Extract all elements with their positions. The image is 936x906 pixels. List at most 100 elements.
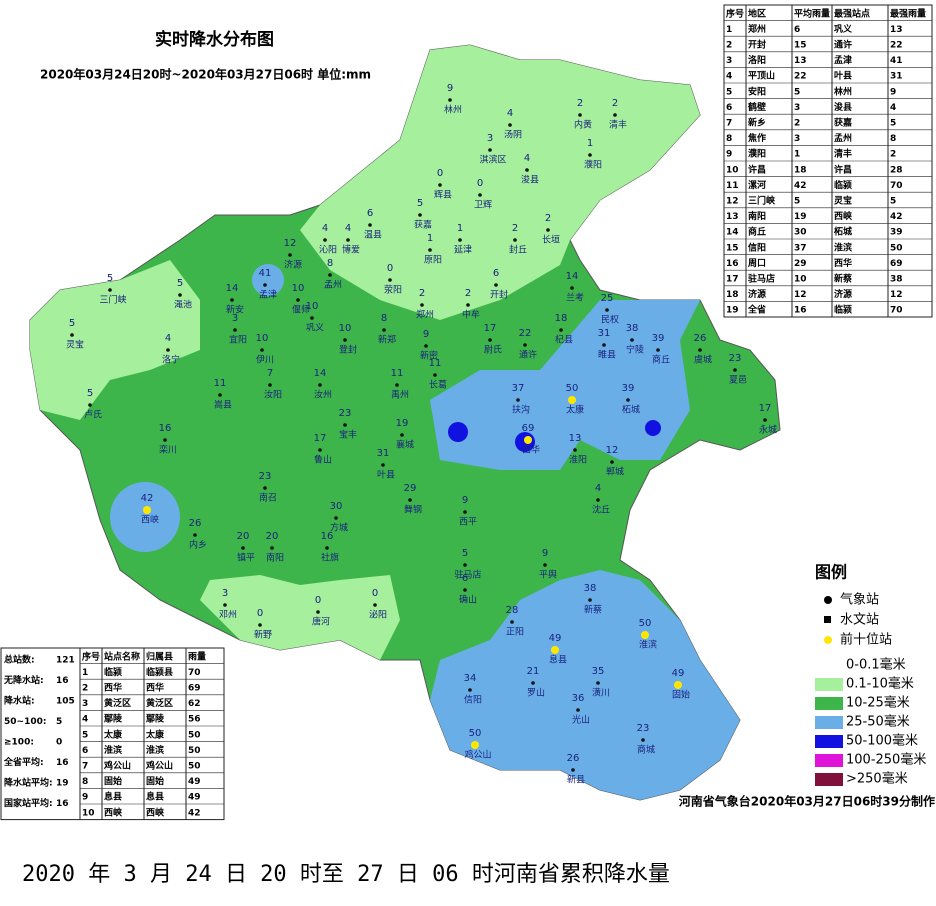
station-name: 虞城 xyxy=(694,354,712,366)
station-dot xyxy=(510,620,514,624)
station-value: 2 xyxy=(419,288,425,299)
station-dot xyxy=(610,460,614,464)
station-value: 39 xyxy=(622,383,635,394)
station-dot xyxy=(373,603,377,607)
legend-swatch xyxy=(815,716,843,729)
table-cell: 9 xyxy=(82,793,88,803)
table-cell: 19 xyxy=(794,212,807,222)
legend-label: >250毫米 xyxy=(846,771,908,787)
legend-label: 50-100毫米 xyxy=(846,733,918,749)
station-dot xyxy=(334,516,338,520)
table-cell: 济源 xyxy=(748,288,766,300)
station-name: 宝丰 xyxy=(339,429,357,441)
station-value: 10 xyxy=(256,333,269,344)
station-dot xyxy=(488,338,492,342)
station-name: 汝阳 xyxy=(264,389,282,401)
station-dot xyxy=(395,383,399,387)
station-value: 5 xyxy=(87,388,93,399)
station-dot xyxy=(523,343,527,347)
table-cell: 38 xyxy=(890,275,903,285)
station-value: 23 xyxy=(259,471,272,482)
station-value: 3 xyxy=(222,588,228,599)
station-value: 4 xyxy=(322,223,328,234)
station-value: 38 xyxy=(626,323,639,334)
station-dot xyxy=(543,563,547,567)
table-cell: 2 xyxy=(82,684,88,694)
table-cell: 8 xyxy=(890,134,896,144)
legend-swatch xyxy=(815,697,843,710)
station-dot xyxy=(488,148,492,152)
station-value: 9 xyxy=(462,495,468,506)
table-cell: 开封 xyxy=(748,39,766,51)
table-cell: 30 xyxy=(794,228,807,238)
table-cell: 南阳 xyxy=(748,210,766,222)
table-cell: 8 xyxy=(82,777,88,787)
station-name: 叶县 xyxy=(377,470,395,481)
table-cell: 淮滨 xyxy=(104,744,122,756)
table-cell: 7 xyxy=(726,119,732,129)
station-name: 信阳 xyxy=(464,694,482,706)
station-name: 辉县 xyxy=(434,190,452,201)
station-name: 泌阳 xyxy=(369,609,387,621)
station-dot xyxy=(343,423,347,427)
station-value: 1 xyxy=(427,233,433,244)
station-dot xyxy=(400,433,404,437)
stat-label: 无降水站: xyxy=(3,674,44,686)
station-dot xyxy=(605,308,609,312)
station-name: 通许 xyxy=(519,349,537,361)
table-cell: 太康 xyxy=(145,728,165,740)
station-dot xyxy=(408,498,412,502)
station-dot xyxy=(596,498,600,502)
legend-swatch xyxy=(815,678,843,691)
station-value: 0 xyxy=(257,608,263,619)
station-name: 孟州 xyxy=(324,280,342,291)
stat-value: 16 xyxy=(56,799,69,809)
stat-value: 19 xyxy=(56,779,69,789)
table-cell: 10 xyxy=(726,165,739,175)
station-name: 驻马店 xyxy=(454,569,481,581)
table-cell: 通许 xyxy=(834,39,852,51)
station-value: 29 xyxy=(404,483,417,494)
legend-title: 图例 xyxy=(815,563,847,582)
legend-swatch xyxy=(815,659,843,672)
table-cell: 焦作 xyxy=(747,132,766,144)
table-cell: 漯河 xyxy=(748,179,766,191)
map-subtitle: 2020年03月24日20时~2020年03月27日06时 单位:mm xyxy=(40,67,371,82)
table-cell: 11 xyxy=(726,181,739,191)
station-value: 2 xyxy=(612,98,618,109)
station-name: 禹州 xyxy=(391,389,409,401)
table-cell: 17 xyxy=(726,275,739,285)
station-value: 28 xyxy=(506,605,519,616)
top-station-dot xyxy=(641,631,649,639)
table-cell: 13 xyxy=(726,212,739,222)
table-cell: 6 xyxy=(726,103,732,113)
table-cell: 19 xyxy=(726,306,739,316)
table-cell: 3 xyxy=(82,699,88,709)
table-cell: 安阳 xyxy=(748,85,766,97)
station-dot xyxy=(513,238,517,242)
stat-value: 5 xyxy=(56,717,62,727)
station-name: 开封 xyxy=(490,289,508,301)
station-dot xyxy=(381,463,385,467)
station-dot xyxy=(478,193,482,197)
station-name: 鲁山 xyxy=(314,454,332,466)
station-value: 10 xyxy=(306,301,319,312)
station-dot xyxy=(325,546,329,550)
table-cell: 1 xyxy=(726,25,732,35)
station-dot xyxy=(318,448,322,452)
station-name: 灵宝 xyxy=(66,339,84,351)
stat-label: 总站数: xyxy=(4,654,35,666)
stat-value: 0 xyxy=(56,738,62,748)
station-value: 31 xyxy=(377,448,390,459)
table-cell: 4 xyxy=(726,72,732,82)
legend-swatch xyxy=(815,754,843,767)
station-name: 卫辉 xyxy=(474,200,492,211)
station-dot xyxy=(448,98,452,102)
station-dot xyxy=(263,283,267,287)
station-name: 卢氏 xyxy=(84,409,102,421)
map-title: 实时降水分布图 xyxy=(155,29,274,50)
legend-symbol xyxy=(824,616,831,623)
